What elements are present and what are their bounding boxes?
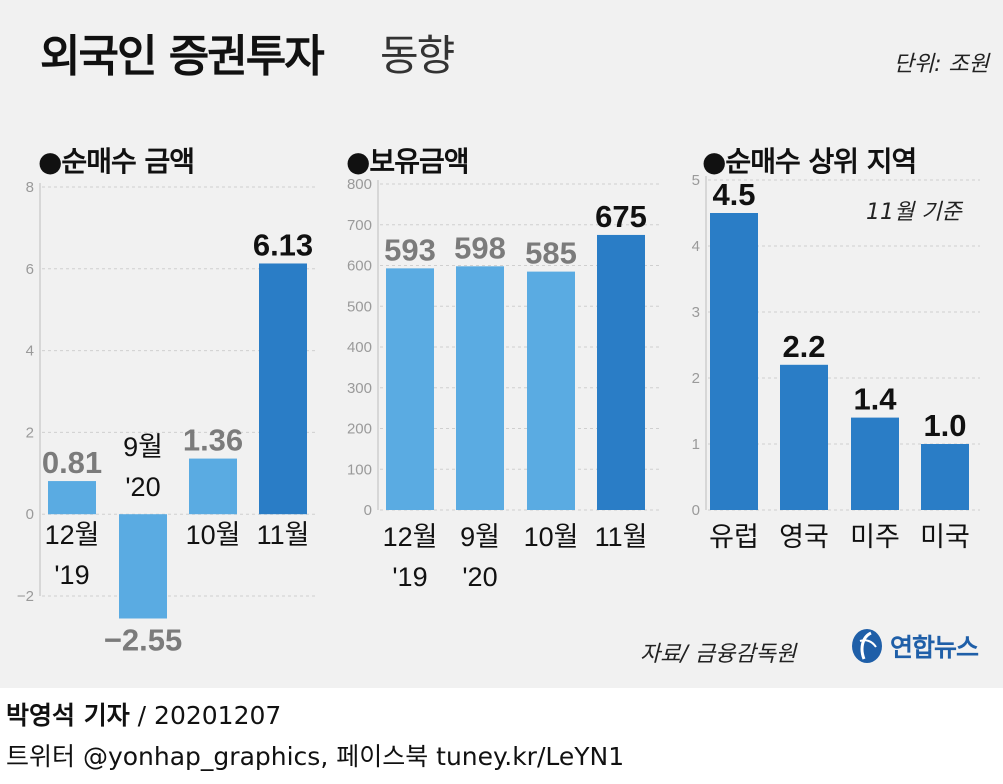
credit-line: 박영석 기자 / 20201207 <box>6 696 281 732</box>
bar-charts: −2024680.8112월'19−2.559월'201.3610월6.1311… <box>17 172 980 657</box>
holdings-category-sublabel: '20 <box>462 562 497 592</box>
net_purchase-tick-label: 6 <box>26 261 34 278</box>
section-title-top-regions: ●순매수 상위 지역 <box>702 145 917 178</box>
net_purchase-value-label: −2.55 <box>104 622 182 657</box>
holdings-bar <box>456 266 504 510</box>
top_regions-category-label: 유럽 <box>709 522 759 552</box>
net_purchase-category-label: 12월 <box>45 520 100 550</box>
holdings-bar <box>597 234 645 510</box>
holdings-category-label: 11월 <box>595 522 648 552</box>
net_purchase-category-label: 9월 <box>123 432 163 462</box>
top_regions-bar <box>921 444 969 510</box>
net_purchase-tick-label: 8 <box>26 179 34 196</box>
top_regions-tick-label: 5 <box>692 172 700 189</box>
holdings-bar <box>386 268 434 510</box>
holdings-category-label: 12월 <box>383 522 438 552</box>
publish-date: / 20201207 <box>137 701 282 730</box>
top_regions-value-label: 1.0 <box>923 408 966 443</box>
net_purchase-tick-label: 2 <box>26 424 34 441</box>
section-title-holdings: ●보유금액 <box>346 145 469 178</box>
top_regions-value-label: 4.5 <box>712 177 755 212</box>
net_purchase-category-sublabel: '19 <box>54 560 89 590</box>
holdings-tick-label: 100 <box>347 461 372 478</box>
holdings-category-label: 10월 <box>524 522 579 552</box>
top_regions-tick-label: 0 <box>692 502 700 519</box>
net_purchase-bar <box>189 458 237 515</box>
top_regions-tick-label: 1 <box>692 436 700 453</box>
holdings-value-label: 585 <box>525 236 577 271</box>
page-title: 외국인 증권투자 <box>40 31 325 82</box>
top_regions-tick-label: 3 <box>692 304 700 321</box>
holdings-tick-label: 600 <box>347 258 372 275</box>
yonhap-logo: 연합뉴스 <box>850 626 979 666</box>
logo-text: 연합뉴스 <box>890 633 979 662</box>
holdings-tick-label: 400 <box>347 339 372 356</box>
holdings-category-label: 9월 <box>460 522 500 552</box>
holdings-value-label: 593 <box>384 232 436 267</box>
top_regions-category-label: 미국 <box>920 522 970 552</box>
yonhap-logo-icon <box>852 629 882 663</box>
holdings-value-label: 675 <box>595 199 647 234</box>
net_purchase-tick-label: 4 <box>26 343 34 360</box>
unit-label: 단위: 조원 <box>893 52 989 77</box>
holdings-tick-label: 700 <box>347 217 372 234</box>
top_regions-tick-label: 4 <box>692 238 700 255</box>
net_purchase-category-label: 11월 <box>257 520 310 550</box>
social-line: 트위터 @yonhap_graphics, 페이스북 tuney.kr/LeYN… <box>6 742 625 771</box>
net_purchase-tick-label: −2 <box>17 588 34 605</box>
page-subtitle: 동향 <box>380 31 455 80</box>
top_regions-bar <box>851 417 899 510</box>
holdings-tick-label: 800 <box>347 176 372 193</box>
net_purchase-bar <box>259 263 307 515</box>
top_regions-bar <box>780 364 828 510</box>
net_purchase-tick-label: 0 <box>26 506 34 523</box>
region-basis-note: 11월 기준 <box>866 200 962 225</box>
top_regions-value-label: 2.2 <box>782 329 825 364</box>
holdings-tick-label: 300 <box>347 380 372 397</box>
top_regions-category-label: 영국 <box>779 522 829 552</box>
holdings-tick-label: 200 <box>347 421 372 438</box>
net_purchase-category-label: 10월 <box>186 520 241 550</box>
net_purchase-value-label: 0.81 <box>42 445 102 480</box>
net_purchase-bar <box>119 514 167 619</box>
holdings-category-sublabel: '19 <box>392 562 427 592</box>
net_purchase-bar <box>48 481 96 515</box>
top_regions-bar <box>710 213 758 510</box>
net_purchase-category-sublabel: '20 <box>125 472 160 502</box>
holdings-bar <box>527 271 575 510</box>
holdings-tick-label: 0 <box>364 502 372 519</box>
top_regions-category-label: 미주 <box>850 522 900 552</box>
section-title-net-purchase: ●순매수 금액 <box>38 145 195 178</box>
net_purchase-value-label: 1.36 <box>183 423 243 458</box>
net_purchase-value-label: 6.13 <box>253 227 313 262</box>
source-label: 자료/ 금융감독원 <box>640 642 797 667</box>
holdings-value-label: 598 <box>454 230 506 265</box>
reporter-name: 박영석 기자 <box>6 701 130 730</box>
holdings-tick-label: 500 <box>347 298 372 315</box>
top_regions-value-label: 1.4 <box>853 382 897 417</box>
top_regions-tick-label: 2 <box>692 370 700 387</box>
